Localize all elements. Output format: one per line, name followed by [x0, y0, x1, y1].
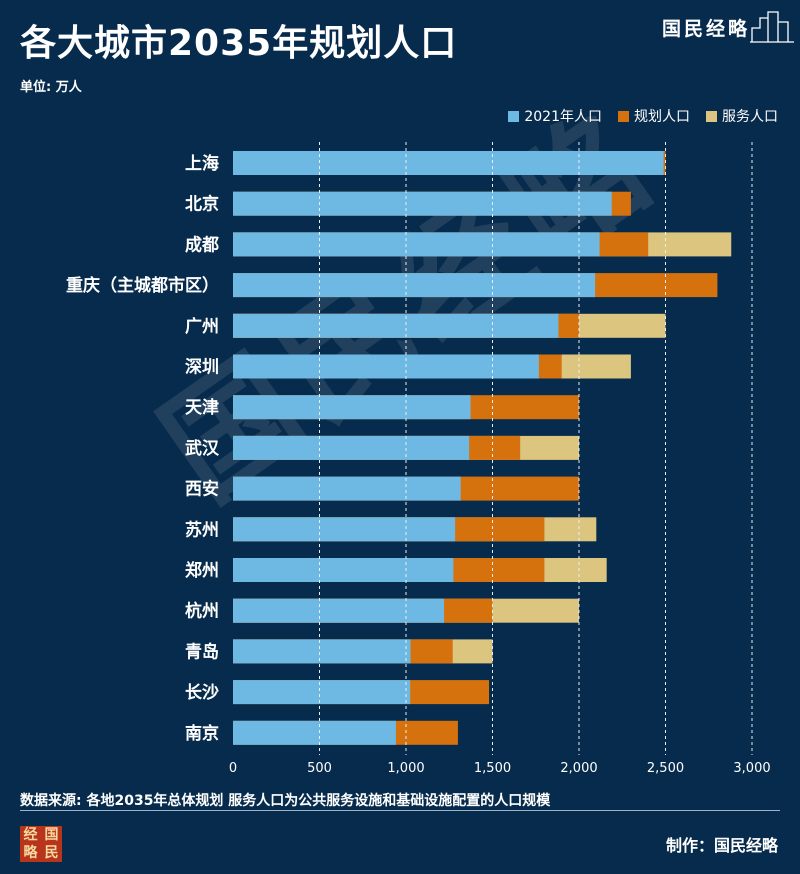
x-tick-label: 2,500: [647, 761, 684, 776]
bar-current: [233, 558, 454, 582]
category-label: 杭州: [185, 601, 219, 622]
category-label: 天津: [185, 397, 219, 418]
logo-char: 民: [44, 845, 59, 861]
legend-swatch: [618, 110, 629, 122]
category-label: 上海: [185, 153, 219, 174]
category-label: 北京: [185, 194, 219, 215]
legend-item: 规划人口: [618, 106, 690, 126]
x-tick-label: 500: [307, 761, 332, 776]
category-label: 深圳: [185, 357, 219, 378]
bar-current: [233, 151, 664, 175]
divider: [20, 810, 780, 811]
building-icon: [750, 11, 794, 43]
category-label: 郑州: [185, 560, 219, 581]
bar-current: [233, 720, 396, 745]
legend-swatch: [706, 110, 717, 122]
bar-current: [233, 517, 456, 542]
bar-current: [233, 232, 600, 257]
credit: 制作：国民经略: [665, 836, 778, 855]
category-label: 苏州: [185, 519, 219, 540]
legend: 2021年人口 规划人口 服务人口: [508, 106, 778, 126]
x-tick-label: 3,000: [733, 761, 770, 776]
source-note: 数据来源: 各地2035年总体规划 服务人口为公共服务设施和基础设施配置的人口规…: [20, 793, 551, 809]
logo: 经国略民: [20, 826, 62, 862]
legend-item: 2021年人口: [508, 106, 602, 126]
category-label: 青岛: [185, 641, 219, 662]
category-label: 南京: [185, 723, 219, 744]
logo-char: 略: [23, 845, 38, 861]
legend-swatch: [508, 110, 520, 122]
bar-current: [233, 313, 559, 338]
logo-char: 国: [44, 827, 59, 843]
bar-current: [233, 191, 612, 216]
category-label: 广州: [185, 316, 219, 337]
bar-current: [233, 395, 471, 420]
brand-name: 国民经略: [661, 18, 750, 40]
bar-current: [233, 273, 596, 298]
bar-current: [233, 598, 445, 623]
bar-current: [233, 435, 470, 460]
category-label: 成都: [185, 234, 219, 255]
page-title: 各大城市2035年规划人口: [20, 23, 458, 64]
x-tick-label: 2,000: [560, 761, 597, 776]
bar-current: [233, 639, 411, 664]
logo-char: 经: [23, 827, 38, 843]
x-tick-label: 0: [229, 761, 237, 776]
unit-label: 单位: 万人: [20, 80, 82, 95]
category-label: 西安: [185, 479, 219, 500]
legend-label: 服务人口: [722, 109, 778, 125]
x-tick-label: 1,500: [474, 761, 511, 776]
legend-label: 规划人口: [634, 109, 690, 125]
bar-current: [233, 680, 411, 705]
legend-label: 2021年人口: [524, 109, 602, 125]
legend-item: 服务人口: [706, 106, 778, 126]
x-tick-label: 1,000: [387, 761, 424, 776]
bar-current: [233, 476, 461, 501]
category-label: 长沙: [185, 682, 219, 703]
category-label: 重庆（主城都市区）: [66, 275, 219, 296]
category-label: 武汉: [185, 438, 220, 459]
bar-current: [233, 354, 539, 379]
